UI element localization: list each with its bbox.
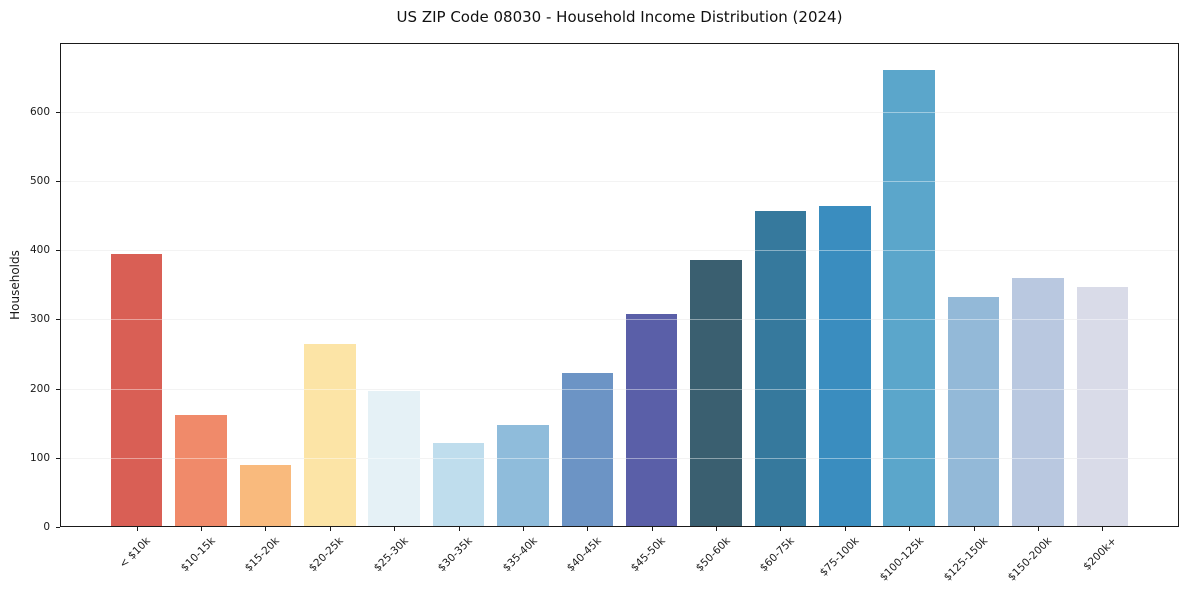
- bar-3: [239, 465, 292, 527]
- x-tick-mark: [136, 527, 138, 531]
- y-tick-mark: [56, 319, 60, 321]
- bar-2: [175, 414, 227, 527]
- gridline: [60, 180, 1179, 182]
- x-tick-mark: [1102, 527, 1104, 531]
- x-tick-mark: [265, 527, 267, 531]
- gridline: [60, 388, 1179, 390]
- gridline: [60, 457, 1179, 459]
- bar-16: [1076, 286, 1129, 527]
- bar-4: [304, 344, 356, 527]
- x-tick-label: $30-35k: [435, 535, 476, 575]
- y-tick-label: 500: [29, 174, 50, 187]
- x-tick-label: $40-45k: [564, 535, 604, 575]
- x-tick-mark: [201, 527, 202, 531]
- x-tick-mark: [1037, 527, 1039, 531]
- x-tick-label: $50-60k: [693, 535, 733, 575]
- x-tick-mark: [329, 527, 331, 531]
- x-tick-mark: [716, 527, 718, 531]
- x-tick-label: $10-15k: [178, 535, 218, 575]
- x-tick-label: $20-25k: [307, 535, 347, 575]
- y-tick-mark: [56, 250, 60, 252]
- x-tick-label: $150-200k: [1005, 535, 1055, 584]
- y-tick-label: 400: [29, 244, 50, 257]
- x-tick-mark: [844, 527, 846, 531]
- gridline: [60, 319, 1179, 321]
- bar-15: [1012, 277, 1064, 527]
- bar-5: [368, 390, 420, 527]
- gridline: [60, 319, 1179, 321]
- x-tick-label: $15-20k: [242, 535, 282, 575]
- y-tick-label: 600: [29, 105, 50, 118]
- y-tick-label: 0: [43, 521, 50, 533]
- bar-12: [819, 206, 871, 527]
- x-tick-mark: [587, 527, 589, 531]
- plot-area: [60, 43, 1179, 527]
- x-tick-label: $45-50k: [629, 535, 669, 575]
- bar-13: [883, 70, 935, 527]
- gridline: [60, 111, 1179, 113]
- x-tick-mark: [780, 527, 782, 531]
- x-tick-label: $75-100k: [817, 535, 862, 579]
- bar-1: [110, 253, 163, 527]
- y-tick-label: 100: [29, 451, 50, 464]
- y-tick-mark: [56, 527, 60, 528]
- y-tick-mark: [56, 111, 60, 113]
- y-tick-label: 200: [29, 382, 50, 395]
- x-tick-label: $25-30k: [371, 535, 411, 575]
- gridline: [60, 180, 1179, 182]
- x-tick-mark: [458, 527, 460, 531]
- y-tick-mark: [56, 180, 60, 182]
- x-tick-mark: [651, 527, 653, 531]
- x-tick-label: $100-125k: [877, 535, 926, 584]
- x-tick-mark: [909, 527, 911, 531]
- y-tick-mark: [56, 457, 60, 459]
- gridline: [60, 111, 1179, 113]
- x-tick-label: $60-75k: [757, 535, 797, 575]
- bar-7: [497, 425, 549, 527]
- bar-11: [754, 210, 807, 527]
- x-tick-label: $35-40k: [500, 535, 540, 575]
- x-tick-mark: [394, 527, 396, 531]
- bar-10: [690, 259, 742, 527]
- x-tick-label: $125-150k: [941, 535, 991, 584]
- x-tick-label: $200k+: [1080, 535, 1119, 573]
- bar-8: [561, 373, 614, 527]
- x-tick-label: < $10k: [117, 535, 154, 571]
- chart-title: US ZIP Code 08030 - Household Income Dis…: [396, 8, 843, 26]
- gridline: [60, 250, 1179, 252]
- x-tick-mark: [973, 527, 975, 531]
- x-tick-mark: [522, 527, 524, 531]
- gridline: [60, 250, 1179, 252]
- bar-9: [625, 314, 678, 527]
- gridline: [60, 388, 1179, 390]
- y-tick-mark: [56, 388, 60, 390]
- gridline: [60, 457, 1179, 459]
- y-tick-label: 300: [29, 313, 50, 326]
- y-axis-label: Households: [8, 250, 22, 320]
- bar-6: [432, 443, 485, 527]
- bar-14: [947, 297, 1000, 527]
